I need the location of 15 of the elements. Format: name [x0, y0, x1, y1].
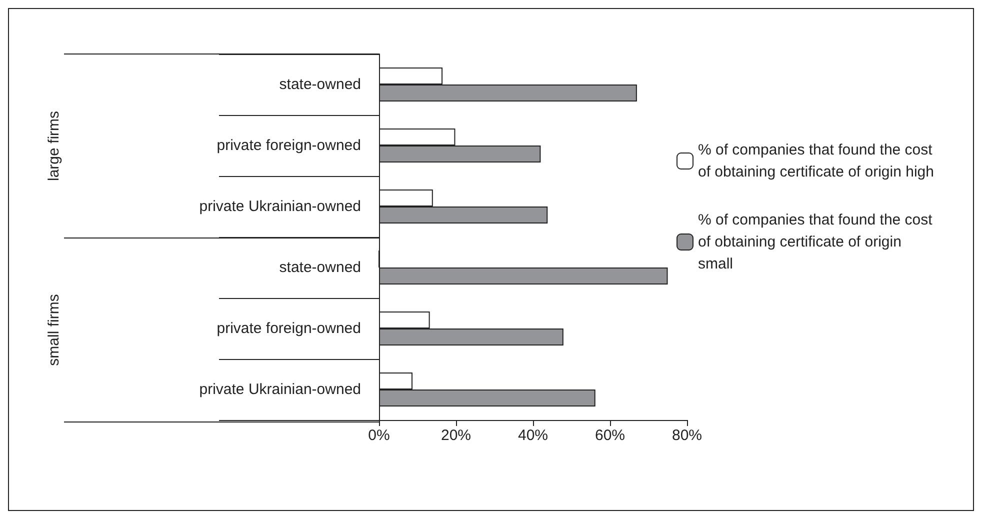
- y-tick-label: private Ukrainian-owned: [199, 381, 361, 398]
- legend-label: % of companies that found the cost of obtaining certificate of origin high: [698, 142, 936, 180]
- x-tick-label: 80%: [672, 427, 702, 444]
- text: small firms: [46, 294, 62, 366]
- y-tick-label: state-owned: [279, 259, 361, 276]
- legend-label: % of companies that found the cost of obtaining certificate of origin small: [698, 212, 936, 272]
- y-tick-label: state-owned: [279, 76, 361, 93]
- x-tick-label: 40%: [518, 427, 548, 444]
- y-tick-label: private Ukrainian-owned: [199, 198, 361, 215]
- x-tick-label: 20%: [440, 427, 472, 444]
- x-tick-label: 0%: [368, 427, 390, 444]
- text: large firms: [46, 110, 62, 182]
- y-tick-label: private foreign-owned: [216, 137, 361, 154]
- y-tick-label: private foreign-owned: [216, 320, 361, 337]
- x-tick-label: 60%: [594, 427, 626, 444]
